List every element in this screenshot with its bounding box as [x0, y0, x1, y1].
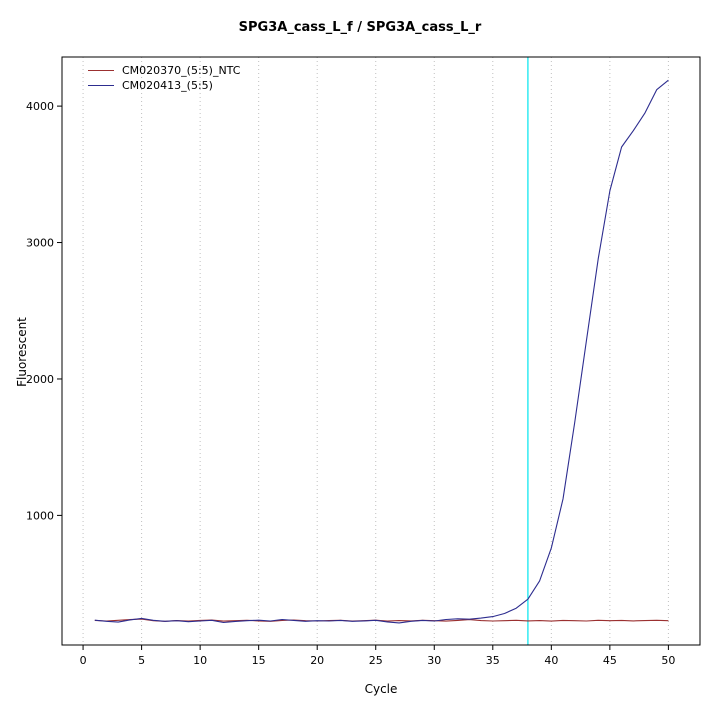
x-tick-label-5: 5: [138, 654, 145, 667]
legend-item-sample: CM020413_(5:5): [88, 78, 240, 93]
y-tick-label-2000: 2000: [26, 373, 54, 386]
chart-title: SPG3A_cass_L_f / SPG3A_cass_L_r: [238, 20, 482, 35]
legend-line-swatch-blue: [88, 85, 114, 86]
legend-item-ntc: CM020370_(5:5)_NTC: [88, 63, 240, 78]
y-tick-label-1000: 1000: [26, 509, 54, 522]
series-line-1: [94, 79, 669, 624]
legend: CM020370_(5:5)_NTC CM020413_(5:5): [88, 63, 240, 93]
x-tick-label-45: 45: [603, 654, 617, 667]
x-tick-label-30: 30: [427, 654, 441, 667]
legend-line-swatch-red: [88, 70, 114, 71]
legend-label-sample: CM020413_(5:5): [122, 79, 213, 92]
x-tick-label-15: 15: [252, 654, 266, 667]
x-tick-label-35: 35: [486, 654, 500, 667]
y-tick-label-3000: 3000: [26, 237, 54, 250]
x-tick-label-10: 10: [193, 654, 207, 667]
x-tick-label-25: 25: [369, 654, 383, 667]
x-tick-label-40: 40: [544, 654, 558, 667]
plot-border: [61, 56, 701, 646]
y-tick-label-4000: 4000: [26, 100, 54, 113]
x-axis-label: Cycle: [364, 682, 398, 696]
x-tick-label-0: 0: [80, 654, 87, 667]
x-tick-label-20: 20: [310, 654, 324, 667]
legend-label-ntc: CM020370_(5:5)_NTC: [122, 64, 241, 77]
x-tick-label-50: 50: [661, 654, 675, 667]
